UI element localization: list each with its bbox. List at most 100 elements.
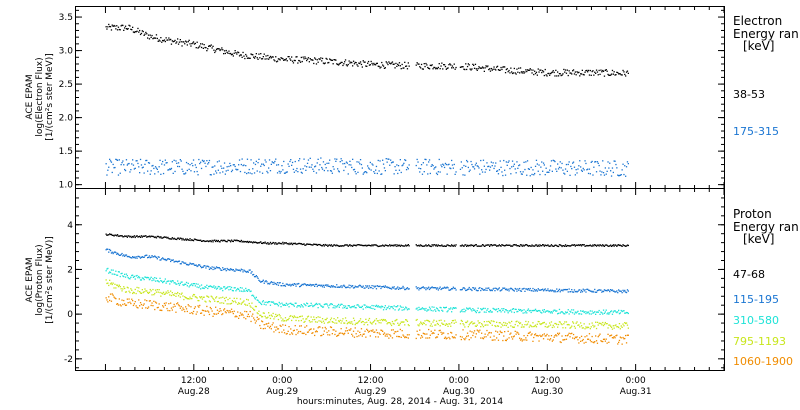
data-point bbox=[489, 166, 492, 168]
data-point bbox=[555, 310, 557, 312]
data-point bbox=[497, 173, 500, 175]
data-point bbox=[569, 327, 571, 329]
data-point bbox=[273, 162, 275, 164]
data-point bbox=[567, 163, 569, 166]
data-point bbox=[319, 303, 321, 305]
data-point bbox=[404, 245, 406, 247]
data-point bbox=[283, 304, 285, 306]
data-point bbox=[326, 331, 328, 334]
data-point bbox=[219, 288, 221, 290]
data-point bbox=[390, 245, 392, 247]
data-point bbox=[290, 59, 292, 61]
data-point bbox=[324, 62, 326, 64]
data-point bbox=[219, 49, 221, 52]
data-point bbox=[278, 58, 280, 60]
data-point bbox=[451, 245, 454, 247]
data-point bbox=[154, 236, 156, 239]
data-point bbox=[363, 333, 365, 335]
data-point bbox=[194, 42, 196, 45]
data-point bbox=[329, 58, 331, 60]
data-point bbox=[291, 284, 293, 286]
data-point bbox=[499, 245, 501, 247]
data-point bbox=[117, 304, 120, 306]
data-point bbox=[286, 283, 288, 285]
data-point bbox=[546, 75, 548, 77]
data-point bbox=[270, 314, 272, 316]
data-point bbox=[596, 244, 599, 246]
data-point bbox=[281, 165, 283, 167]
data-point bbox=[237, 168, 239, 171]
data-point bbox=[124, 291, 127, 293]
data-point bbox=[559, 341, 561, 343]
data-point bbox=[441, 62, 443, 64]
data-point bbox=[235, 168, 237, 170]
data-point bbox=[610, 334, 612, 337]
data-point bbox=[268, 167, 270, 169]
data-point bbox=[244, 240, 246, 243]
data-point bbox=[305, 244, 307, 246]
data-point bbox=[519, 164, 521, 166]
data-point bbox=[337, 334, 339, 337]
data-point bbox=[434, 66, 436, 69]
data-point bbox=[542, 70, 544, 72]
data-point bbox=[356, 286, 358, 288]
data-point bbox=[613, 336, 615, 338]
data-point bbox=[489, 244, 492, 246]
data-point bbox=[394, 166, 396, 168]
data-point bbox=[226, 166, 228, 168]
data-point bbox=[169, 238, 171, 240]
data-point bbox=[210, 308, 212, 310]
data-point bbox=[123, 29, 125, 31]
data-point bbox=[598, 245, 600, 247]
data-point bbox=[267, 325, 269, 327]
data-point bbox=[449, 323, 451, 325]
data-point bbox=[317, 61, 319, 63]
data-point bbox=[396, 287, 398, 289]
data-point bbox=[367, 165, 369, 167]
data-point bbox=[325, 328, 327, 330]
data-point bbox=[627, 312, 629, 315]
data-point bbox=[192, 263, 194, 265]
data-point bbox=[557, 326, 559, 328]
data-point bbox=[434, 329, 436, 331]
data-point bbox=[535, 335, 538, 337]
data-point bbox=[479, 322, 481, 324]
data-point bbox=[521, 324, 523, 326]
data-point bbox=[198, 286, 200, 289]
data-point bbox=[547, 72, 549, 75]
data-point bbox=[157, 291, 159, 293]
data-point bbox=[415, 64, 417, 66]
data-point bbox=[348, 284, 350, 286]
data-point bbox=[249, 305, 251, 307]
data-point bbox=[406, 334, 409, 336]
data-point bbox=[549, 74, 551, 76]
data-point bbox=[165, 302, 167, 304]
data-point bbox=[399, 159, 401, 161]
data-point bbox=[255, 275, 257, 277]
data-point bbox=[344, 244, 347, 246]
data-point bbox=[350, 245, 352, 247]
data-point bbox=[441, 288, 443, 290]
data-point bbox=[138, 287, 140, 289]
data-point bbox=[200, 43, 202, 45]
data-point bbox=[237, 311, 239, 313]
data-point bbox=[600, 244, 602, 247]
data-point bbox=[359, 318, 362, 320]
data-point bbox=[308, 320, 310, 322]
data-point bbox=[577, 244, 579, 247]
data-point bbox=[223, 268, 226, 270]
data-point bbox=[495, 309, 497, 311]
data-point bbox=[561, 245, 563, 248]
data-point bbox=[461, 244, 463, 246]
data-point bbox=[147, 37, 149, 39]
data-point bbox=[299, 158, 301, 160]
data-point bbox=[516, 68, 518, 70]
data-point bbox=[568, 313, 570, 315]
data-point bbox=[368, 306, 371, 309]
data-point bbox=[520, 338, 523, 340]
data-point bbox=[111, 251, 113, 253]
data-point bbox=[132, 236, 135, 238]
data-point bbox=[580, 166, 582, 168]
data-point bbox=[175, 160, 177, 162]
data-point bbox=[108, 23, 110, 26]
